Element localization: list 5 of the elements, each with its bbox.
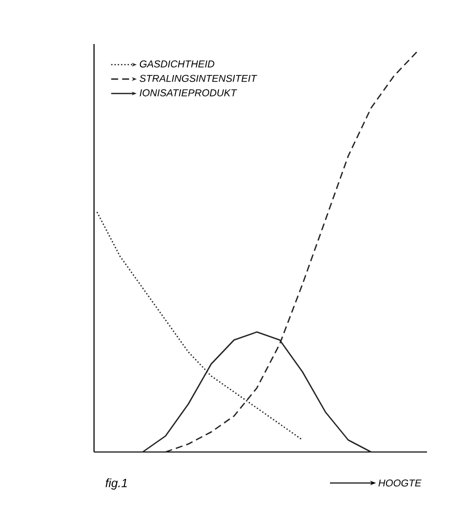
legend-label: IONISATIEPRODUKT bbox=[140, 89, 238, 96]
legend-label: GASDICHTHEID bbox=[140, 60, 214, 68]
legend-label: STRALINGSINTENSITEIT bbox=[140, 74, 258, 82]
caption: fig.1 bbox=[106, 478, 127, 490]
x-axis-title: HOOGTE bbox=[378, 479, 422, 487]
